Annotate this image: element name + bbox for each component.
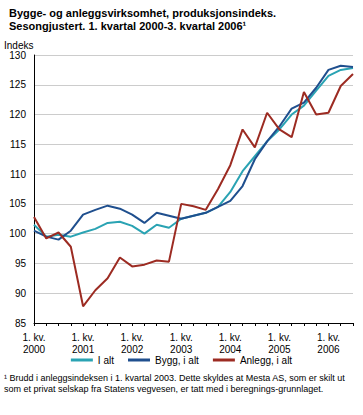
svg-text:90: 90 xyxy=(15,288,27,299)
svg-text:Indeks: Indeks xyxy=(4,39,34,51)
svg-text:110: 110 xyxy=(10,169,26,180)
svg-text:85: 85 xyxy=(15,318,27,329)
svg-text:130: 130 xyxy=(9,50,26,61)
svg-text:Bygge- og anleggsvirksomhet, p: Bygge- og anleggsvirksomhet, produksjons… xyxy=(9,7,276,19)
svg-text:2001: 2001 xyxy=(72,344,95,355)
svg-text:1. kv.: 1. kv. xyxy=(121,332,144,343)
svg-text:Sesongjustert. 1. kvartal 2000: Sesongjustert. 1. kvartal 2000-3. kvarta… xyxy=(9,20,247,32)
svg-text:Bygg, i alt: Bygg, i alt xyxy=(155,355,199,366)
svg-text:I alt: I alt xyxy=(98,355,114,366)
svg-text:Anlegg, i alt: Anlegg, i alt xyxy=(240,355,292,366)
svg-text:1. kv.: 1. kv. xyxy=(219,332,242,343)
svg-text:2003: 2003 xyxy=(170,344,193,355)
svg-text:1. kv.: 1. kv. xyxy=(170,332,193,343)
svg-text:1. kv.: 1. kv. xyxy=(268,332,291,343)
svg-text:1. kv.: 1. kv. xyxy=(317,332,340,343)
svg-text:¹ Brudd i anleggsindeksen i 1.: ¹ Brudd i anleggsindeksen i 1. kvartal 2… xyxy=(4,373,347,383)
svg-text:100: 100 xyxy=(9,228,26,239)
svg-text:2002: 2002 xyxy=(121,344,144,355)
svg-text:2006: 2006 xyxy=(317,344,340,355)
svg-text:95: 95 xyxy=(15,258,27,269)
svg-text:som et privat selskap fra Stat: som et privat selskap fra Statens vegves… xyxy=(4,384,323,394)
svg-text:1. kv.: 1. kv. xyxy=(22,332,45,343)
svg-text:125: 125 xyxy=(9,79,26,90)
svg-text:2000: 2000 xyxy=(23,344,46,355)
svg-text:2005: 2005 xyxy=(268,344,291,355)
svg-text:2004: 2004 xyxy=(219,344,242,355)
svg-text:115: 115 xyxy=(10,139,26,150)
svg-text:105: 105 xyxy=(9,198,26,209)
svg-text:1. kv.: 1. kv. xyxy=(71,332,94,343)
svg-text:120: 120 xyxy=(9,109,26,120)
